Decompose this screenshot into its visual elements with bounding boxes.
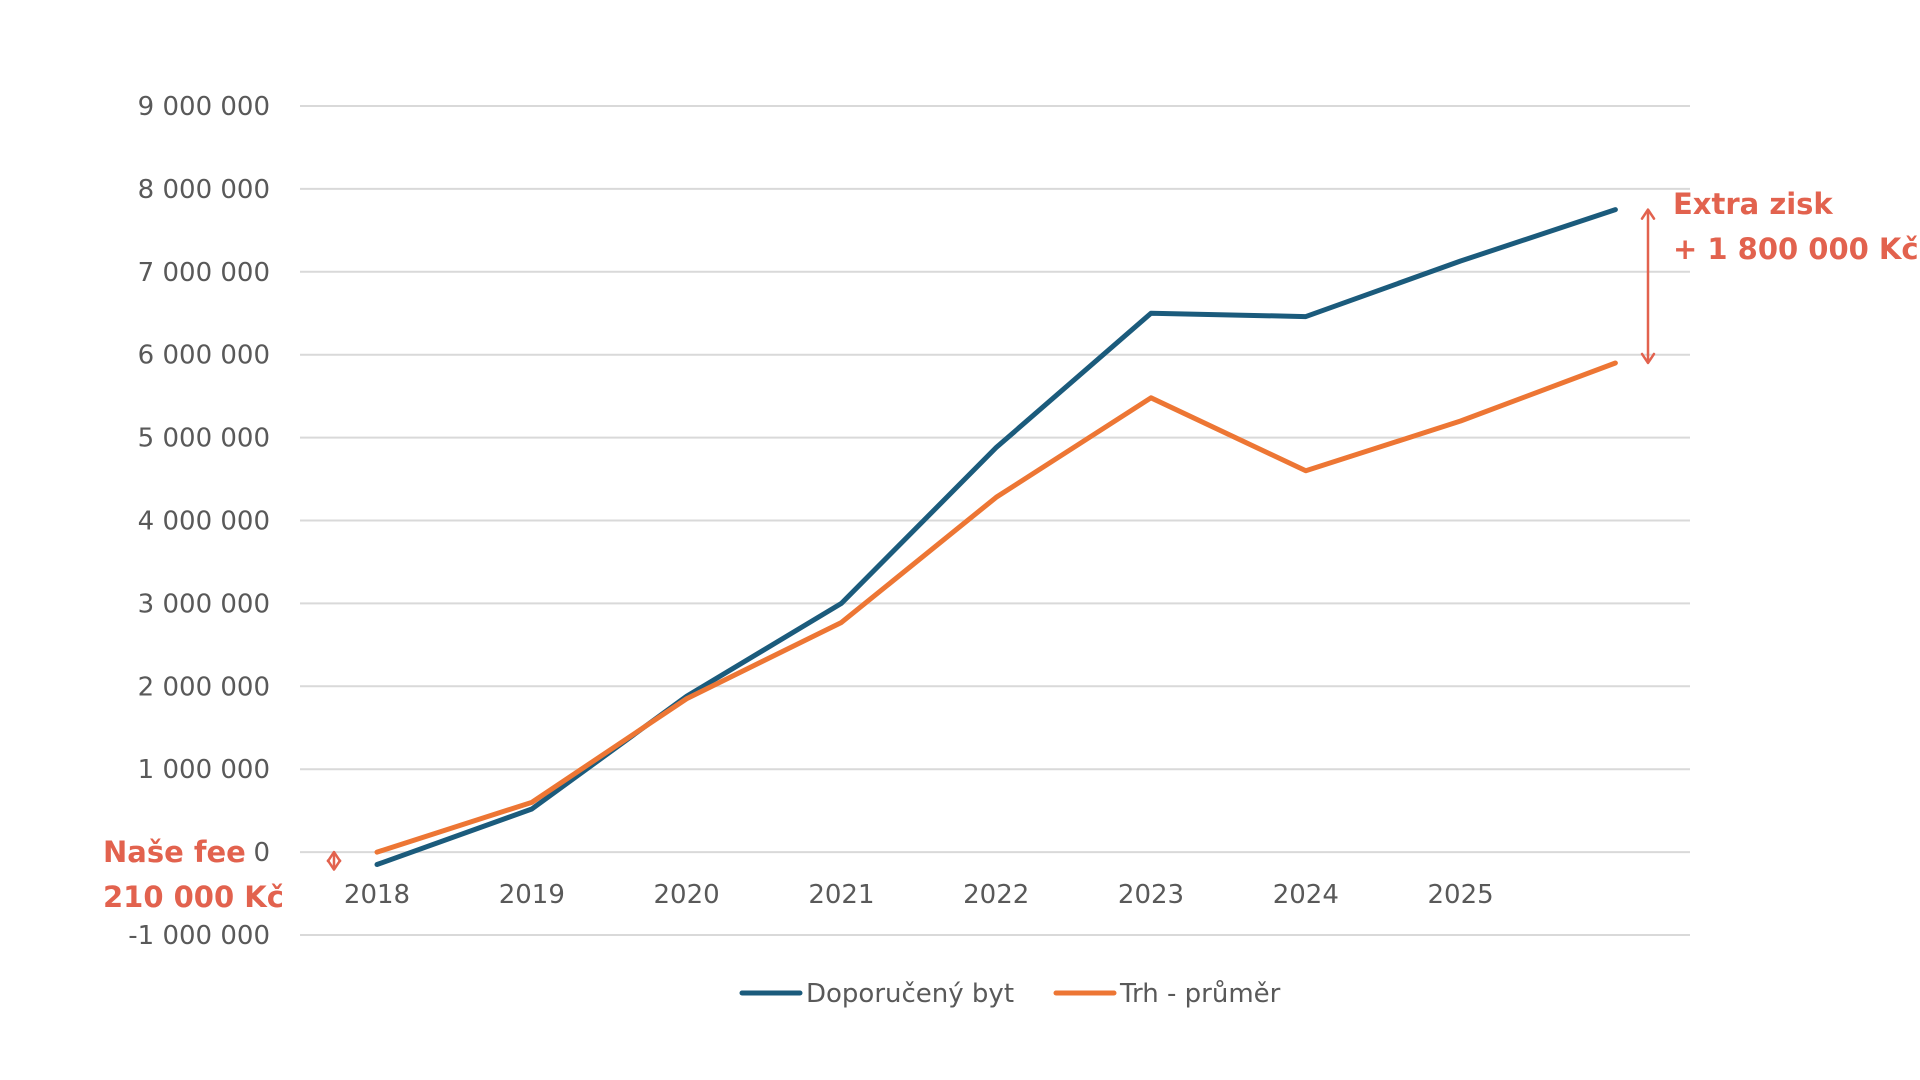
x-axis-tick-labels: 2018 2019 2020 2021 2022 2023 2024 2025 <box>344 880 1494 910</box>
y-tick-label: 6 000 000 <box>138 341 270 371</box>
annotation-extra-profit-line: + 1 800 000 Kč <box>1673 232 1919 266</box>
y-axis-tick-labels: -1 000 000 0 1 000 000 2 000 000 3 000 000 4 … <box>128 92 270 951</box>
annotation-extra-profit-line: Extra zisk <box>1673 187 1833 221</box>
annotation-our-fee-line: Naše fee <box>103 835 246 869</box>
extra-profit-arrow-head-bottom <box>1640 352 1656 365</box>
y-tick-label: -1 000 000 <box>128 921 270 951</box>
legend-label-trh-prumer: Trh - průměr <box>1119 979 1281 1009</box>
legend-label-doporuceny-byt: Doporučený byt <box>806 979 1014 1009</box>
y-tick-label: 1 000 000 <box>138 755 270 785</box>
our-fee-arrow-head-bottom <box>326 859 342 871</box>
y-tick-label: 9 000 000 <box>138 92 270 122</box>
extra-profit-arrow-head-top <box>1640 208 1656 220</box>
grid-lines <box>300 105 1690 936</box>
y-tick-label: 7 000 000 <box>138 258 270 288</box>
x-tick-label: 2024 <box>1273 880 1339 910</box>
annotation-our-fee-line: 210 000 Kč <box>103 880 284 914</box>
annotations: Extra zisk + 1 800 000 Kč Naše fee 210 000 … <box>103 187 1919 914</box>
x-tick-label: 2018 <box>344 880 410 910</box>
y-tick-label: 4 000 000 <box>138 507 270 537</box>
legend: Doporučený byt Trh - průměr <box>739 979 1281 1009</box>
x-tick-label: 2025 <box>1428 880 1494 910</box>
y-tick-label: 3 000 000 <box>138 589 270 619</box>
x-tick-label: 2019 <box>499 880 565 910</box>
y-tick-label: 8 000 000 <box>138 175 270 205</box>
y-tick-label: 5 000 000 <box>138 424 270 454</box>
y-tick-label: 0 <box>253 838 270 868</box>
our-fee-arrow-head-top <box>326 850 342 863</box>
series-line-doporuceny-byt <box>374 207 1618 868</box>
x-tick-label: 2020 <box>654 880 720 910</box>
x-tick-label: 2023 <box>1118 880 1184 910</box>
y-tick-label: 2 000 000 <box>138 672 270 702</box>
series-line-trh-prumer <box>374 360 1618 855</box>
series-lines <box>374 207 1618 868</box>
x-tick-label: 2021 <box>808 880 874 910</box>
x-tick-label: 2022 <box>963 880 1029 910</box>
